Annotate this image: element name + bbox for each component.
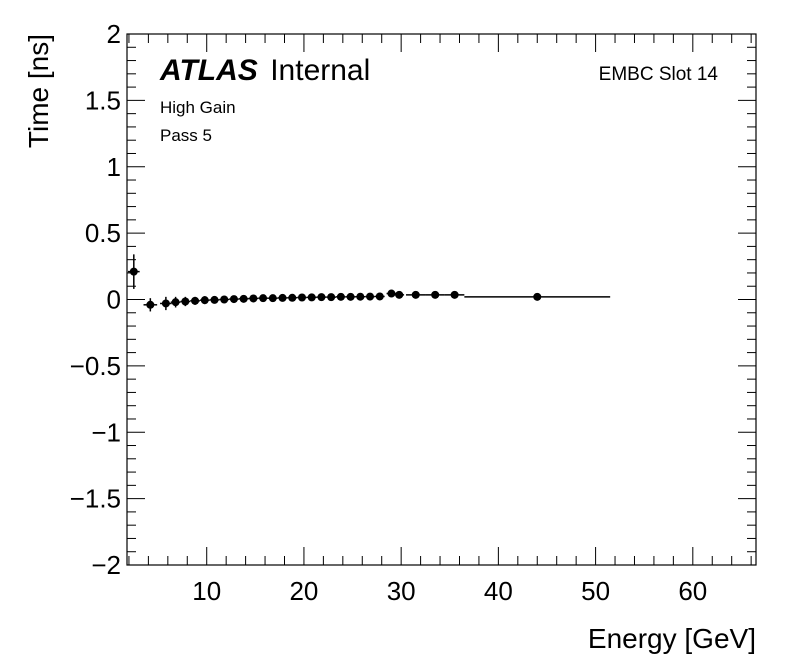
data-point bbox=[267, 294, 278, 303]
point-marker bbox=[229, 295, 238, 304]
y-tick-label: 2 bbox=[107, 19, 121, 49]
data-point bbox=[277, 293, 288, 302]
data-point bbox=[365, 292, 375, 301]
data-points bbox=[127, 254, 611, 312]
point-marker bbox=[191, 296, 200, 305]
data-point bbox=[297, 293, 307, 302]
point-marker bbox=[375, 292, 384, 301]
point-marker bbox=[268, 294, 277, 303]
point-marker bbox=[431, 290, 440, 299]
data-point bbox=[336, 292, 346, 301]
point-marker bbox=[366, 292, 375, 301]
data-point bbox=[190, 296, 200, 305]
atlas-label: ATLAS Internal bbox=[159, 54, 370, 87]
x-tick-label: 10 bbox=[192, 576, 221, 606]
data-point bbox=[326, 293, 337, 302]
point-marker bbox=[411, 290, 420, 299]
data-point bbox=[180, 296, 191, 307]
point-marker bbox=[395, 290, 404, 299]
point-marker bbox=[249, 294, 258, 303]
point-marker bbox=[317, 293, 326, 302]
point-marker bbox=[336, 292, 345, 301]
point-marker bbox=[356, 292, 365, 301]
slot-label: EMBC Slot 14 bbox=[599, 64, 719, 85]
axis-ticks bbox=[127, 33, 756, 566]
point-marker bbox=[146, 300, 155, 309]
point-marker bbox=[327, 293, 336, 302]
x-tick-labels: 10 20 30 40 50 60 bbox=[192, 576, 707, 606]
point-marker bbox=[259, 294, 268, 303]
point-marker bbox=[210, 295, 219, 304]
data-point bbox=[464, 292, 611, 301]
x-tick-label: 30 bbox=[387, 576, 416, 606]
x-tick-label: 50 bbox=[581, 576, 610, 606]
data-point bbox=[248, 294, 259, 303]
x-tick-label: 40 bbox=[484, 576, 513, 606]
data-point bbox=[306, 293, 317, 302]
data-point bbox=[444, 290, 465, 299]
y-tick-label: 0 bbox=[107, 285, 121, 315]
point-marker bbox=[533, 292, 542, 301]
data-point bbox=[287, 293, 298, 302]
y-tick-label: −2 bbox=[91, 550, 121, 580]
y-tick-label: 1.5 bbox=[85, 85, 121, 115]
data-point bbox=[127, 254, 140, 289]
data-point bbox=[143, 298, 158, 312]
point-marker bbox=[278, 293, 287, 302]
gain-label: High Gain bbox=[160, 98, 236, 117]
x-tick-label: 60 bbox=[678, 576, 707, 606]
atlas-status-text: Internal bbox=[270, 54, 370, 87]
data-point bbox=[219, 295, 230, 304]
x-tick-label: 20 bbox=[289, 576, 318, 606]
data-point bbox=[425, 290, 445, 299]
data-point bbox=[229, 295, 239, 304]
data-point bbox=[394, 290, 405, 299]
y-tick-labels: −2 −1.5 −1 −0.5 0 0.5 1 1.5 2 bbox=[70, 19, 121, 580]
point-marker bbox=[161, 299, 170, 308]
point-marker bbox=[307, 293, 316, 302]
point-marker bbox=[387, 289, 396, 298]
y-tick-label: 1 bbox=[107, 152, 121, 182]
data-point bbox=[209, 295, 220, 304]
point-marker bbox=[346, 292, 355, 301]
y-tick-label: −1 bbox=[91, 417, 121, 447]
point-marker bbox=[129, 267, 138, 276]
atlas-logo-text: ATLAS bbox=[159, 54, 258, 87]
data-point bbox=[238, 294, 249, 303]
point-marker bbox=[200, 296, 209, 305]
data-point bbox=[316, 293, 327, 302]
data-point bbox=[374, 292, 385, 301]
data-point bbox=[199, 296, 210, 305]
point-marker bbox=[181, 297, 190, 306]
point-marker bbox=[171, 298, 180, 307]
data-point bbox=[345, 292, 356, 301]
y-tick-label: 0.5 bbox=[85, 218, 121, 248]
data-point bbox=[170, 296, 181, 308]
point-marker bbox=[297, 293, 306, 302]
point-marker bbox=[288, 293, 297, 302]
data-point bbox=[406, 290, 426, 299]
data-point bbox=[258, 294, 268, 303]
point-marker bbox=[450, 290, 459, 299]
y-tick-label: −0.5 bbox=[70, 351, 121, 381]
x-axis-title: Energy [GeV] bbox=[588, 623, 756, 654]
data-point bbox=[386, 289, 397, 298]
y-tick-label: −1.5 bbox=[70, 484, 121, 514]
point-marker bbox=[220, 295, 229, 304]
data-point bbox=[355, 292, 366, 301]
data-point bbox=[160, 296, 172, 311]
y-axis-title: Time [ns] bbox=[23, 34, 54, 148]
point-marker bbox=[239, 294, 248, 303]
pass-label: Pass 5 bbox=[160, 126, 212, 145]
